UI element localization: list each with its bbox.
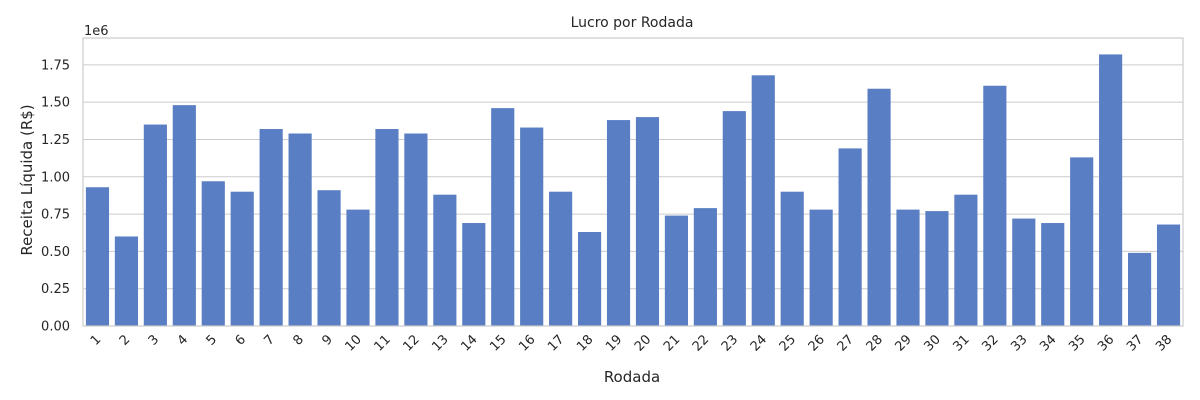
bar-rodada-3 xyxy=(143,124,167,326)
bar-rodada-23 xyxy=(722,111,746,326)
x-tick-label: 4 xyxy=(175,332,191,348)
bar-rodada-31 xyxy=(954,194,978,326)
bar-rodada-26 xyxy=(809,209,833,326)
x-tick-label: 15 xyxy=(487,332,509,354)
x-tick-label: 16 xyxy=(516,332,538,354)
x-axis-label: Rodada xyxy=(604,368,660,386)
x-tick-label: 20 xyxy=(632,332,654,354)
x-tick-label: 19 xyxy=(603,332,625,354)
y-axis-label: Receita Líquida (R$) xyxy=(18,104,36,255)
y-tick-label: 0.25 xyxy=(41,282,70,297)
y-tick-label: 1.00 xyxy=(41,170,70,185)
y-tick-label: 1.75 xyxy=(41,58,70,73)
x-tick-label: 18 xyxy=(574,332,596,354)
bar-rodada-30 xyxy=(925,211,949,326)
x-tick-label: 28 xyxy=(864,332,886,354)
y-tick-label: 0.00 xyxy=(41,320,70,335)
bar-rodada-24 xyxy=(751,75,775,327)
x-tick-label: 3 xyxy=(146,332,162,348)
bar-rodada-32 xyxy=(983,85,1007,326)
bar-rodada-28 xyxy=(867,88,891,326)
x-tick-label: 31 xyxy=(950,332,972,354)
y-offset-text: 1e6 xyxy=(84,24,109,39)
bar-rodada-15 xyxy=(491,108,515,327)
chart-title: Lucro por Rodada xyxy=(571,15,694,31)
bar-rodada-12 xyxy=(404,133,428,326)
x-tick-label: 30 xyxy=(921,332,943,354)
bar-rodada-8 xyxy=(288,133,312,326)
bar-rodada-7 xyxy=(259,129,283,326)
x-tick-label: 24 xyxy=(748,332,770,354)
bar-rodada-33 xyxy=(1012,218,1036,326)
x-tick-label: 7 xyxy=(262,332,278,348)
x-tick-label: 33 xyxy=(1008,332,1030,354)
x-tick-label: 38 xyxy=(1153,332,1175,354)
bar-rodada-20 xyxy=(635,117,660,327)
x-tick-label: 21 xyxy=(661,332,683,354)
bar-rodada-4 xyxy=(172,105,196,326)
y-tick-label: 0.50 xyxy=(41,245,70,260)
bar-rodada-19 xyxy=(606,120,631,326)
x-tick-label: 5 xyxy=(204,332,220,348)
x-tick-label: 37 xyxy=(1124,332,1146,354)
x-tick-label: 32 xyxy=(979,332,1001,354)
x-tick-label: 14 xyxy=(458,332,480,354)
bar-rodada-25 xyxy=(780,191,804,326)
x-tick-label: 22 xyxy=(690,332,712,354)
x-tick-label: 25 xyxy=(777,332,799,354)
bar-rodada-16 xyxy=(520,127,544,326)
y-tick-label: 0.75 xyxy=(41,208,70,223)
x-tick-labels: 1 2 3 4 5 6 7 8 9 10 11 12 13 14 15 16 17 18 19 20 21 22 23 24 2… xyxy=(88,332,1176,354)
bar-rodada-37 xyxy=(1128,252,1152,326)
y-tick-label: 1.25 xyxy=(41,133,70,148)
bar-rodada-6 xyxy=(230,191,254,326)
x-tick-label: 12 xyxy=(400,332,422,354)
x-tick-label: 36 xyxy=(1095,332,1117,354)
y-tick-labels: 0.00 0.25 0.50 0.75 1.00 1.25 1.50 1.75 xyxy=(41,58,70,334)
bar-rodada-21 xyxy=(664,215,688,326)
x-tick-label: 23 xyxy=(719,332,741,354)
x-tick-label: 2 xyxy=(117,332,133,348)
bars-layer xyxy=(85,54,1181,327)
bar-rodada-22 xyxy=(693,208,717,326)
x-tick-label: 6 xyxy=(233,332,249,348)
x-tick-label: 34 xyxy=(1037,332,1059,354)
x-tick-label: 35 xyxy=(1066,332,1088,354)
bar-rodada-36 xyxy=(1099,54,1123,326)
bar-rodada-27 xyxy=(838,148,862,326)
x-tick-label: 27 xyxy=(835,332,857,354)
x-tick-label: 17 xyxy=(545,332,567,354)
bar-rodada-10 xyxy=(346,209,370,326)
bar-rodada-11 xyxy=(375,129,399,326)
x-tick-label: 1 xyxy=(88,332,104,348)
bar-rodada-1 xyxy=(85,187,110,326)
bar-rodada-35 xyxy=(1070,157,1094,326)
bar-rodada-9 xyxy=(317,190,341,326)
bar-rodada-13 xyxy=(433,194,457,326)
x-tick-label: 9 xyxy=(319,332,335,348)
bar-rodada-14 xyxy=(462,223,486,326)
bar-rodada-2 xyxy=(114,236,138,326)
x-tick-label: 13 xyxy=(429,332,451,354)
x-tick-label: 26 xyxy=(806,332,828,354)
y-tick-label: 1.50 xyxy=(41,96,70,111)
bar-rodada-17 xyxy=(549,191,573,326)
bar-rodada-38 xyxy=(1156,224,1181,326)
x-tick-label: 29 xyxy=(893,332,915,354)
plot-border xyxy=(82,37,1184,327)
bar-rodada-5 xyxy=(201,181,225,326)
x-tick-label: 8 xyxy=(290,332,306,348)
plot-frame xyxy=(82,37,1184,327)
bar-rodada-18 xyxy=(578,231,602,326)
bar-rodada-29 xyxy=(896,209,920,326)
x-tick-label: 10 xyxy=(343,332,365,354)
bar-rodada-34 xyxy=(1041,223,1065,326)
x-tick-label: 11 xyxy=(371,332,393,354)
